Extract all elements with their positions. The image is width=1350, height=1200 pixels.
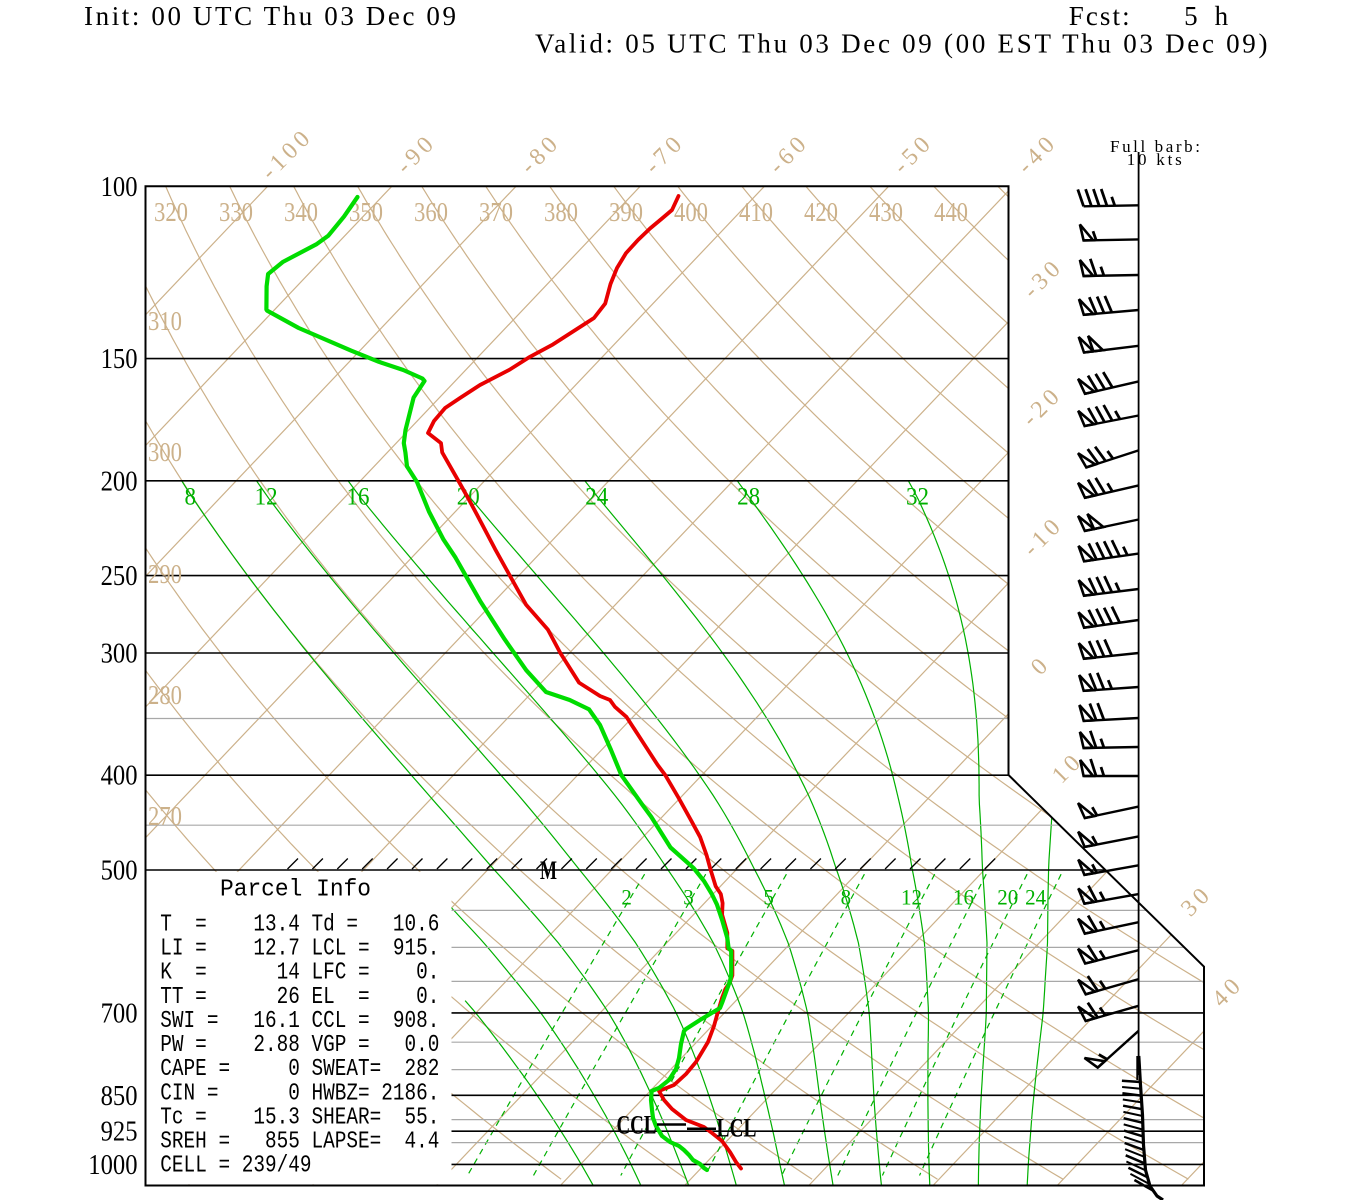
svg-text:850: 850: [101, 1080, 138, 1112]
svg-text:32: 32: [906, 484, 929, 511]
svg-text:310: 310: [148, 306, 182, 336]
svg-text:K = 14 LFC = 0.: K = 14 LFC = 0.: [160, 960, 439, 987]
svg-text:12: 12: [255, 484, 278, 511]
svg-text:CIN = 0 HWBZ= 2186.: CIN = 0 HWBZ= 2186.: [160, 1080, 439, 1107]
svg-text:Valid: 05 UTC Thu 03 Dec 09 (0: Valid: 05 UTC Thu 03 Dec 09 (00 EST Thu …: [535, 28, 1268, 58]
svg-text:CAPE = 0 SWEAT= 282: CAPE = 0 SWEAT= 282: [160, 1056, 439, 1083]
svg-text:5: 5: [763, 884, 774, 909]
svg-text:Tc = 15.3 SHEAR= 55.: Tc = 15.3 SHEAR= 55.: [160, 1105, 439, 1132]
svg-text:M: M: [540, 856, 557, 885]
svg-text:CELL = 239/49: CELL = 239/49: [160, 1153, 311, 1180]
svg-text:330: 330: [219, 197, 253, 227]
svg-text:360: 360: [414, 197, 448, 227]
svg-text:20: 20: [997, 884, 1018, 909]
svg-text:TT = 26 EL = 0.: TT = 26 EL = 0.: [160, 984, 439, 1011]
svg-text:Full barb:: Full barb:: [1110, 137, 1200, 156]
svg-text:Init: 00 UTC Thu 03 Dec 09: Init: 00 UTC Thu 03 Dec 09: [84, 1, 456, 31]
svg-text:300: 300: [101, 638, 138, 670]
svg-text:LI = 12.7 LCL = 915.: LI = 12.7 LCL = 915.: [160, 936, 439, 963]
svg-text:410: 410: [739, 197, 773, 227]
svg-text:28: 28: [737, 484, 760, 511]
svg-text:2: 2: [621, 884, 632, 909]
svg-text:925: 925: [101, 1116, 138, 1148]
svg-text:280: 280: [148, 680, 182, 710]
svg-text:SWI = 16.1 CCL = 908.: SWI = 16.1 CCL = 908.: [160, 1008, 439, 1035]
svg-text:12: 12: [901, 884, 922, 909]
svg-text:250: 250: [101, 560, 138, 592]
svg-text:8: 8: [841, 884, 852, 909]
svg-text:SREH = 855 LAPSE= 4.4: SREH = 855 LAPSE= 4.4: [160, 1129, 439, 1156]
svg-text:5 h: 5 h: [1184, 1, 1229, 31]
svg-text:390: 390: [609, 197, 643, 227]
svg-text:290: 290: [148, 559, 182, 589]
svg-text:700: 700: [101, 997, 138, 1029]
svg-text:320: 320: [154, 197, 188, 227]
svg-text:370: 370: [479, 197, 513, 227]
svg-text:16: 16: [347, 484, 370, 511]
svg-text:340: 340: [284, 197, 318, 227]
svg-text:8: 8: [185, 484, 197, 511]
svg-text:420: 420: [804, 197, 838, 227]
svg-text:16: 16: [953, 884, 974, 909]
svg-text:400: 400: [101, 760, 138, 792]
svg-text:1000: 1000: [88, 1149, 137, 1181]
svg-text:150: 150: [101, 343, 138, 375]
svg-text:400: 400: [674, 197, 708, 227]
svg-text:440: 440: [934, 197, 968, 227]
svg-text:CCL: CCL: [617, 1111, 657, 1140]
svg-text:270: 270: [148, 801, 182, 831]
svg-text:PW = 2.88 VGP = 0.0: PW = 2.88 VGP = 0.0: [160, 1032, 439, 1059]
svg-text:300: 300: [148, 437, 182, 467]
svg-text:24: 24: [585, 484, 608, 511]
svg-text:Parcel Info: Parcel Info: [220, 877, 371, 904]
svg-text:200: 200: [101, 465, 138, 497]
svg-text:100: 100: [101, 171, 138, 203]
svg-text:3: 3: [683, 884, 694, 909]
svg-text:Fcst:: Fcst:: [1069, 1, 1130, 31]
svg-text:380: 380: [544, 197, 578, 227]
svg-text:T = 13.4 Td = 10.6: T = 13.4 Td = 10.6: [160, 912, 439, 939]
svg-text:500: 500: [101, 855, 138, 887]
svg-text:430: 430: [869, 197, 903, 227]
svg-text:LCL: LCL: [717, 1114, 757, 1143]
svg-text:24: 24: [1025, 884, 1046, 909]
